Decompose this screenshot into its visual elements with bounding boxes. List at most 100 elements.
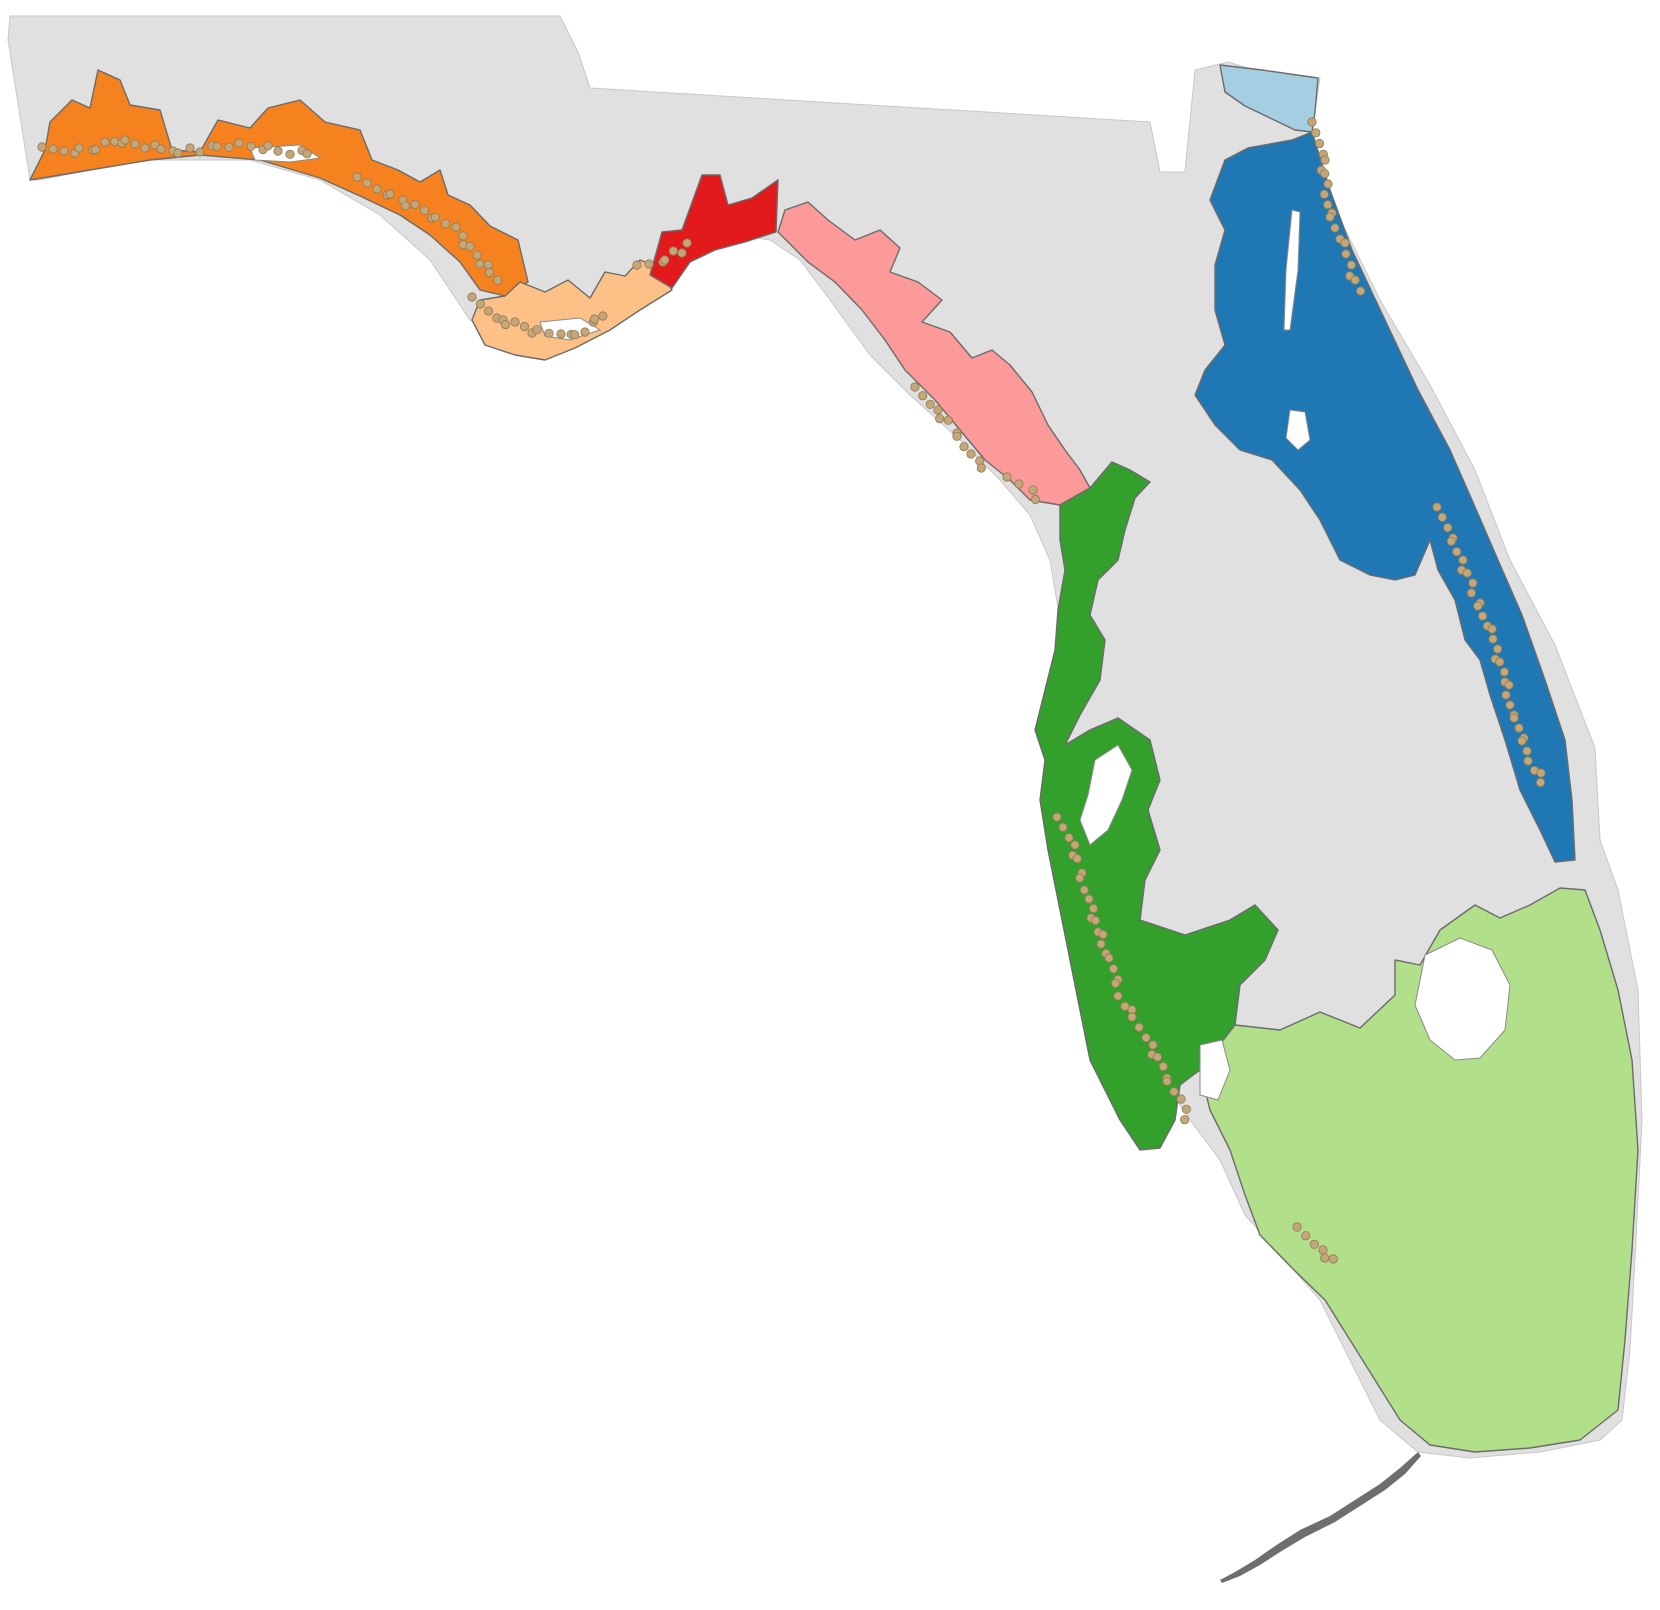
sampling-site-marker xyxy=(556,329,566,339)
sampling-site-marker xyxy=(510,317,520,327)
sampling-site-marker xyxy=(1096,939,1106,949)
sampling-site-marker xyxy=(483,306,494,316)
sampling-site-marker xyxy=(1323,200,1333,210)
sampling-site-marker xyxy=(1108,964,1119,974)
sampling-site-marker xyxy=(925,399,935,409)
sampling-site-marker xyxy=(185,143,195,153)
sampling-site-marker xyxy=(1075,873,1085,883)
sampling-site-marker xyxy=(1501,690,1511,700)
sampling-site-marker xyxy=(1458,555,1468,565)
sampling-site-marker xyxy=(1340,238,1350,248)
st-johns-river xyxy=(1283,209,1301,331)
sampling-site-marker xyxy=(1473,601,1483,611)
region-western-panhandle xyxy=(29,69,529,297)
sampling-site-marker xyxy=(1466,588,1477,598)
sampling-site-marker xyxy=(419,205,430,215)
sampling-site-marker xyxy=(90,144,101,155)
sampling-site-marker xyxy=(1030,494,1041,505)
sampling-site-marker xyxy=(1495,657,1505,667)
sampling-site-marker xyxy=(1330,223,1340,233)
sampling-site-marker xyxy=(1028,485,1038,495)
sampling-site-marker xyxy=(493,275,503,285)
sampling-site-marker xyxy=(212,141,222,152)
sampling-site-marker xyxy=(677,248,687,258)
sampling-site-marker xyxy=(1320,1253,1330,1263)
sampling-site-marker xyxy=(1356,286,1366,296)
sampling-site-marker xyxy=(156,144,166,154)
sampling-site-marker xyxy=(410,199,420,210)
sampling-site-marker xyxy=(1088,903,1099,914)
sampling-site-marker xyxy=(1309,1239,1319,1249)
sampling-site-marker xyxy=(1346,260,1357,270)
sampling-site-marker xyxy=(580,327,590,337)
sampling-site-marker xyxy=(1319,189,1329,199)
sampling-site-marker xyxy=(589,314,600,324)
sampling-site-marker xyxy=(59,146,69,156)
sampling-site-marker xyxy=(120,135,130,145)
sampling-site-marker xyxy=(451,222,461,232)
sampling-site-marker xyxy=(372,184,382,194)
sampling-site-marker xyxy=(1314,138,1325,149)
sampling-site-marker xyxy=(1320,155,1330,165)
sampling-site-marker xyxy=(1084,894,1094,904)
sampling-site-marker xyxy=(1535,777,1546,788)
sampling-site-marker xyxy=(1504,680,1514,690)
sampling-site-marker xyxy=(1090,915,1101,926)
sampling-site-marker xyxy=(475,299,485,309)
sampling-site-marker xyxy=(130,139,140,149)
sampling-site-marker xyxy=(1536,768,1546,778)
charlotte-harbor xyxy=(1199,1039,1231,1101)
sampling-site-marker xyxy=(570,330,580,340)
sampling-site-marker xyxy=(500,319,511,330)
sampling-site-marker xyxy=(173,148,183,158)
sampling-site-marker xyxy=(966,449,976,459)
sampling-site-marker xyxy=(465,241,475,251)
sampling-site-marker xyxy=(1452,547,1462,557)
sampling-site-marker xyxy=(682,238,692,248)
sampling-site-marker xyxy=(1517,736,1527,746)
sampling-site-marker xyxy=(1468,578,1478,588)
sampling-site-marker xyxy=(1104,953,1114,963)
sampling-site-marker xyxy=(1493,644,1503,654)
sampling-site-marker xyxy=(632,260,642,270)
sampling-site-marker xyxy=(285,149,295,159)
sampling-site-marker xyxy=(1072,854,1082,864)
sampling-site-marker xyxy=(273,146,283,156)
sampling-site-marker xyxy=(660,255,670,265)
sampling-site-marker xyxy=(1307,117,1317,127)
sampling-site-marker xyxy=(1462,568,1472,578)
sampling-site-marker xyxy=(1176,1094,1186,1104)
sampling-site-marker xyxy=(1323,179,1333,189)
sampling-site-marker xyxy=(1432,502,1442,512)
sampling-site-marker xyxy=(1158,1061,1168,1072)
sampling-site-marker xyxy=(598,311,608,321)
lake-okeechobee xyxy=(1414,937,1511,1061)
region-central-panhandle xyxy=(471,259,673,361)
sampling-site-marker xyxy=(1505,700,1515,710)
sampling-site-marker xyxy=(430,212,440,222)
sampling-site-marker xyxy=(234,138,244,148)
region-northeast-atlantic xyxy=(1219,64,1319,133)
sampling-site-marker xyxy=(400,201,411,211)
sampling-site-marker xyxy=(1443,523,1453,533)
sampling-site-marker xyxy=(1318,1245,1328,1255)
sampling-site-marker xyxy=(74,143,84,153)
sampling-site-marker xyxy=(484,267,495,278)
sampling-site-marker xyxy=(1141,1033,1151,1043)
sampling-site-marker xyxy=(668,246,678,256)
sampling-site-marker xyxy=(483,260,493,270)
sampling-site-marker xyxy=(362,178,372,188)
sampling-site-marker xyxy=(1478,611,1488,621)
sampling-site-marker xyxy=(246,141,256,151)
sampling-site-marker xyxy=(519,321,530,332)
sampling-site-marker xyxy=(1292,1222,1302,1232)
sampling-site-marker xyxy=(1325,212,1335,222)
sampling-site-marker xyxy=(224,142,234,152)
sampling-site-marker xyxy=(935,414,945,424)
sampling-site-marker xyxy=(1002,472,1012,482)
florida-keys xyxy=(1220,1452,1421,1583)
sampling-site-marker xyxy=(1311,128,1321,138)
sampling-site-marker xyxy=(352,172,362,182)
sampling-site-marker xyxy=(48,144,58,154)
